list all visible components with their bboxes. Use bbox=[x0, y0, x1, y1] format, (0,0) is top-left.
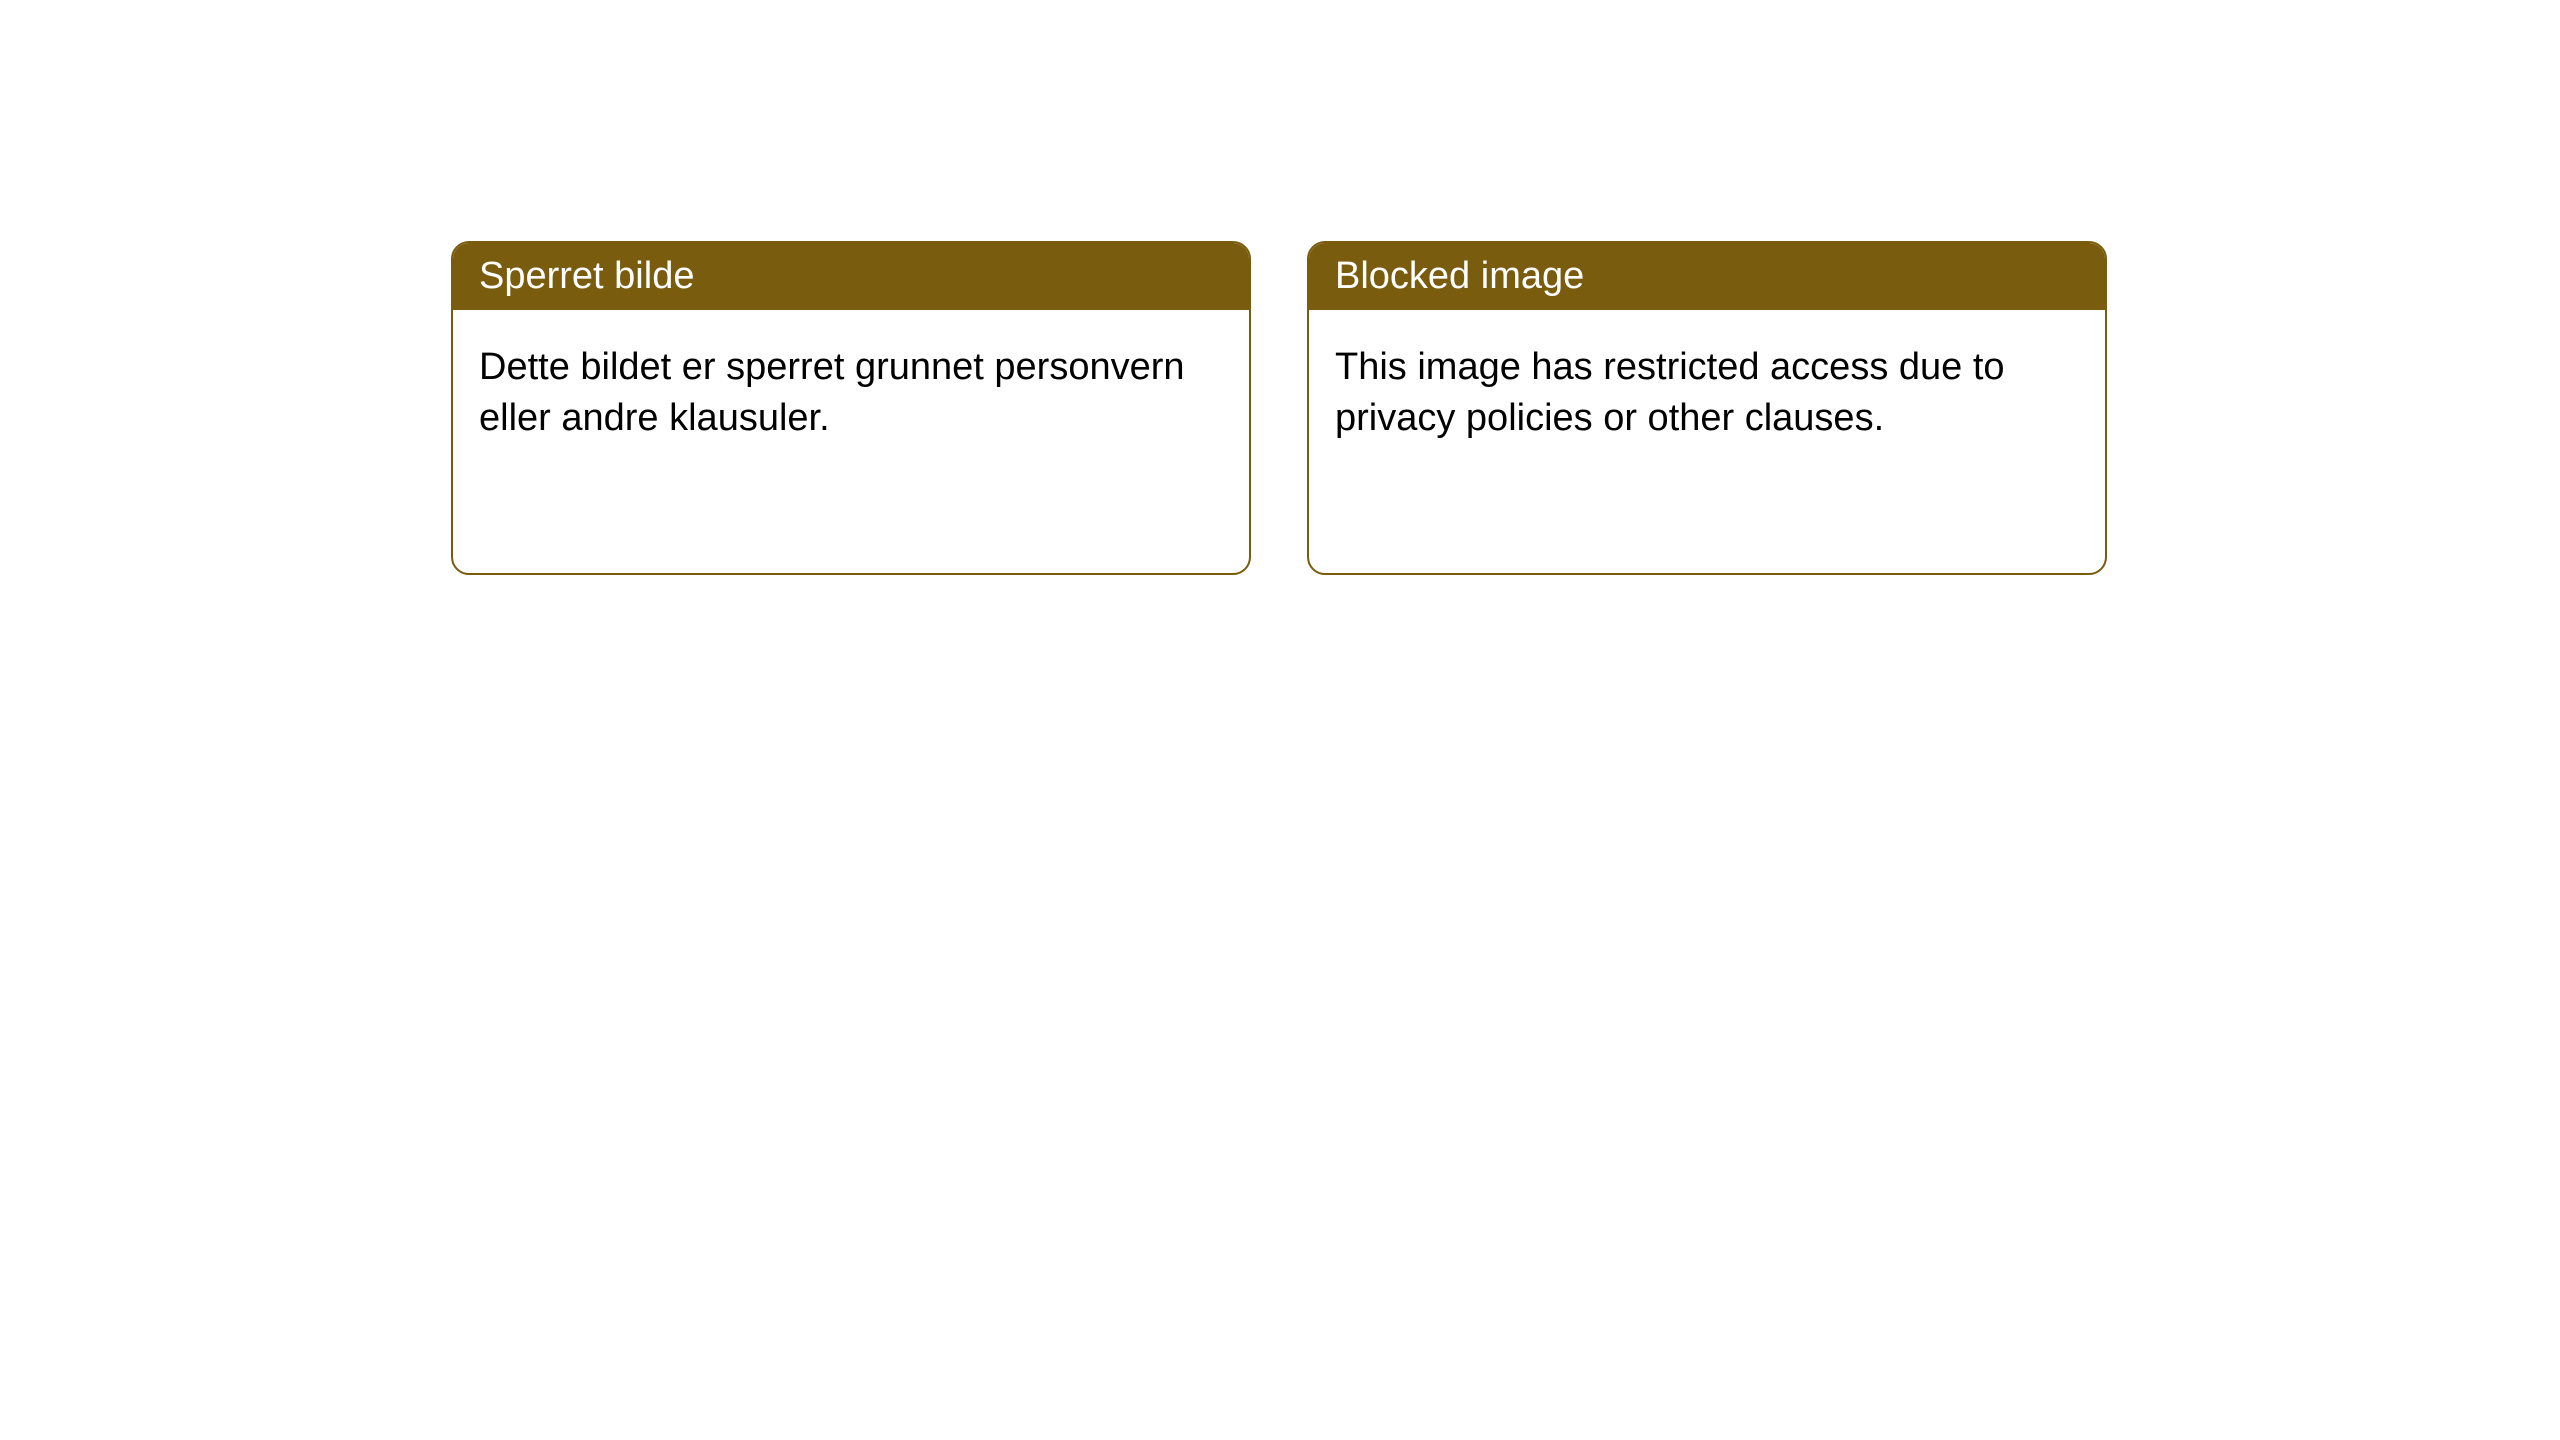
card-header: Blocked image bbox=[1309, 243, 2105, 310]
blocked-image-card-en: Blocked image This image has restricted … bbox=[1307, 241, 2107, 575]
card-body: Dette bildet er sperret grunnet personve… bbox=[453, 310, 1249, 477]
card-body-text: This image has restricted access due to … bbox=[1335, 346, 2005, 439]
card-body-text: Dette bildet er sperret grunnet personve… bbox=[479, 346, 1185, 439]
card-title: Sperret bilde bbox=[479, 255, 694, 297]
notice-container: Sperret bilde Dette bildet er sperret gr… bbox=[0, 0, 2560, 575]
card-title: Blocked image bbox=[1335, 255, 1584, 297]
card-body: This image has restricted access due to … bbox=[1309, 310, 2105, 477]
card-header: Sperret bilde bbox=[453, 243, 1249, 310]
blocked-image-card-no: Sperret bilde Dette bildet er sperret gr… bbox=[451, 241, 1251, 575]
